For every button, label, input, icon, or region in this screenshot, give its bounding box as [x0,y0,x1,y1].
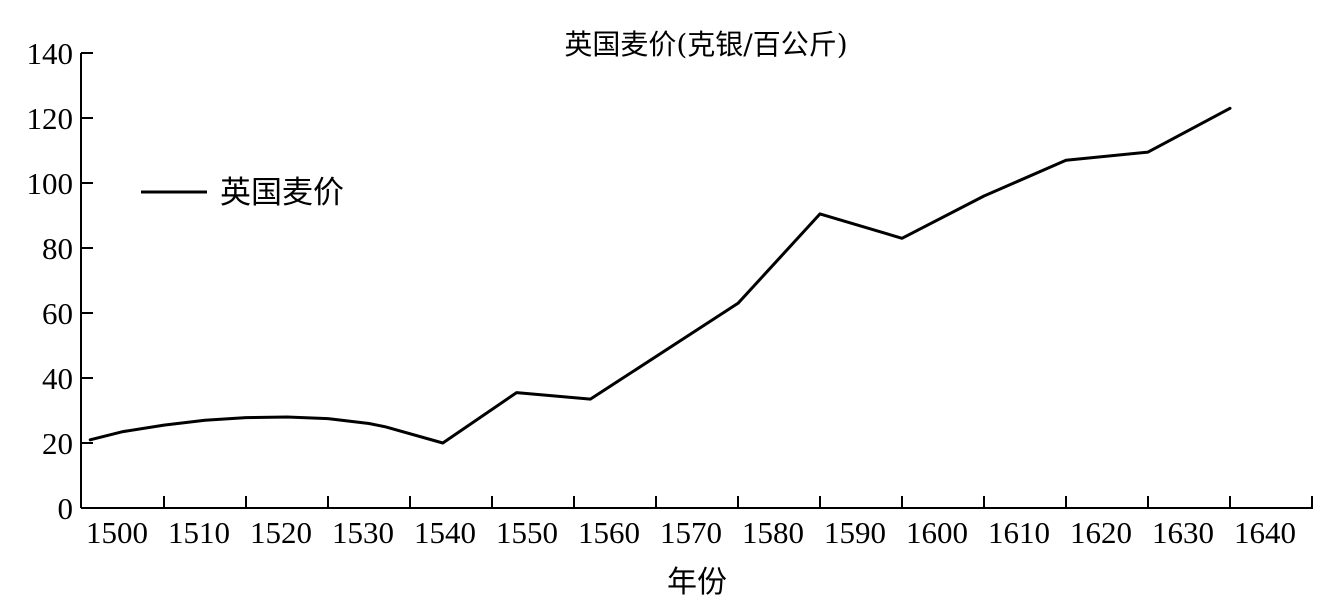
x-tick-label: 1580 [742,515,804,550]
x-tick-label: 1590 [824,515,886,550]
x-tick-label: 1600 [906,515,968,550]
y-tick-label: 100 [27,166,74,201]
y-tick-label: 80 [42,231,73,266]
x-tick-label: 1570 [660,515,722,550]
y-tick-label: 60 [42,296,73,331]
x-tick-label: 1530 [332,515,394,550]
x-tick-label: 1520 [250,515,312,550]
y-tick-label: 140 [27,36,74,71]
y-tick-label: 0 [58,491,74,526]
y-tick-label: 40 [42,361,73,396]
x-tick-label: 1610 [988,515,1050,550]
chart-title: 英国麦价(克银/百公斤) [564,28,847,61]
legend: 英国麦价 [141,175,344,211]
x-tick-label: 1500 [86,515,148,550]
y-tick-label: 120 [27,101,74,136]
series-line-英国麦价 [88,106,1232,445]
x-tick-label: 1620 [1070,515,1132,550]
legend-label: 英国麦价 [220,175,344,211]
x-axis-title: 年份 [667,565,727,600]
x-tick-label: 1550 [496,515,558,550]
x-tick-label: 1540 [414,515,476,550]
y-tick-label: 20 [42,426,73,461]
x-tick-label: 1560 [578,515,640,550]
x-tick-label: 1510 [168,515,230,550]
x-ticks: 1500 1510 1520 1530 1540 1550 1560 1570 1580 1590… [86,496,1313,550]
y-ticks: 0 20 40 60 80 100 120 140 [27,36,93,526]
x-tick-label: 1640 [1234,515,1296,550]
x-tick-label: 1630 [1152,515,1214,550]
